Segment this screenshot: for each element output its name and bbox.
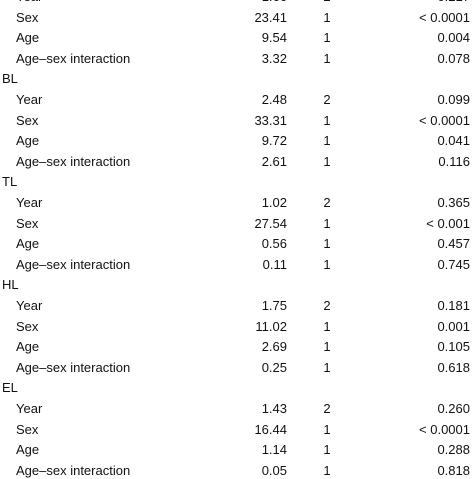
df-cell: 1 — [323, 236, 331, 252]
p-cell: 0.001 — [437, 318, 470, 334]
df-cell: 2 — [323, 92, 331, 107]
stat-cell: 9.54 — [261, 30, 287, 46]
p-cell: 0.365 — [437, 195, 470, 210]
group-label: TL — [2, 174, 18, 190]
p-cell: 0.745 — [437, 256, 470, 272]
df-cell: 2 — [323, 401, 331, 416]
p-cell: 0.105 — [437, 339, 470, 355]
stat-cell: 2.48 — [261, 92, 287, 107]
stat-cell: 0.25 — [261, 359, 287, 375]
df-cell: 1 — [323, 462, 331, 478]
stat-cell: 2.61 — [261, 153, 287, 169]
df-cell: 1 — [323, 215, 331, 231]
stat-cell: 1.14 — [261, 442, 287, 458]
p-cell: 0.818 — [437, 462, 470, 478]
stat-cell: 0.05 — [261, 462, 287, 478]
stat-cell: 27.54 — [254, 215, 287, 231]
group-label: EL — [2, 380, 18, 396]
name-cell: Sex — [16, 112, 39, 128]
stat-cell: 0.56 — [261, 236, 287, 252]
stat-cell: 16.44 — [254, 421, 287, 437]
p-cell: < 0.001 — [426, 215, 470, 231]
stat-cell: 33.31 — [254, 112, 287, 128]
name-cell: Age–sex interaction — [16, 462, 131, 478]
name-cell: Sex — [16, 9, 39, 25]
stat-cell: 2.69 — [261, 339, 287, 355]
name-cell: Year — [16, 298, 43, 313]
name-cell: Age — [16, 236, 40, 252]
df-cell: 1 — [323, 421, 331, 437]
p-cell: 0.004 — [437, 30, 470, 46]
stat-cell: 23.41 — [254, 9, 287, 25]
p-cell: 0.181 — [437, 298, 470, 313]
name-cell: Age — [16, 30, 40, 46]
name-cell: Year — [16, 195, 43, 210]
p-cell: 0.041 — [437, 133, 470, 149]
name-cell: Year — [16, 401, 43, 416]
stat-cell: 1.66 — [262, 0, 287, 5]
df-cell: 1 — [323, 50, 331, 66]
stat-cell: 9.72 — [261, 133, 287, 149]
df-cell: 1 — [323, 153, 331, 169]
df-cell: 1 — [323, 133, 331, 149]
stat-cell: 0.11 — [262, 256, 287, 272]
name-cell: Age — [16, 133, 40, 149]
p-cell: 0.099 — [437, 92, 470, 107]
p-cell: 0.078 — [437, 50, 470, 66]
name-cell: Age–sex interaction — [16, 256, 131, 272]
stat-cell: 1.43 — [261, 401, 287, 416]
df-cell: 2 — [323, 0, 330, 5]
p-cell: 0.457 — [437, 236, 470, 252]
p-cell: < 0.0001 — [419, 112, 470, 128]
stat-cell: 11.02 — [255, 318, 287, 334]
p-cell: < 0.0001 — [419, 421, 470, 437]
name-cell: Year — [16, 0, 42, 5]
name-cell: Age–sex interaction — [16, 153, 131, 169]
df-cell: 1 — [323, 9, 331, 25]
df-cell: 1 — [323, 112, 331, 128]
group-label: BL — [2, 71, 18, 87]
df-cell: 1 — [323, 442, 331, 458]
p-cell: 0.116 — [438, 153, 470, 169]
stat-cell: 3.32 — [261, 50, 287, 66]
name-cell: Sex — [16, 215, 39, 231]
name-cell: Age — [16, 339, 40, 355]
name-cell: Sex — [16, 421, 39, 437]
df-cell: 1 — [323, 339, 331, 355]
p-cell: 0.618 — [437, 359, 470, 375]
name-cell: Age–sex interaction — [16, 50, 131, 66]
stat-cell: 1.02 — [261, 195, 287, 210]
name-cell: Sex — [16, 318, 39, 334]
df-cell: 1 — [323, 318, 331, 334]
df-cell: 1 — [323, 359, 331, 375]
name-cell: Age — [16, 442, 40, 458]
df-cell: 1 — [323, 30, 331, 46]
p-cell: < 0.0001 — [419, 9, 470, 25]
name-cell: Year — [16, 92, 43, 107]
df-cell: 2 — [323, 298, 331, 313]
df-cell: 2 — [323, 195, 331, 210]
p-cell: 0.288 — [437, 442, 470, 458]
p-cell: 0.260 — [437, 401, 470, 416]
df-cell: 1 — [323, 256, 331, 272]
group-label: HL — [2, 277, 19, 293]
name-cell: Age–sex interaction — [16, 359, 131, 375]
p-cell: 0.217 — [437, 0, 470, 5]
stat-cell: 1.75 — [261, 298, 287, 313]
